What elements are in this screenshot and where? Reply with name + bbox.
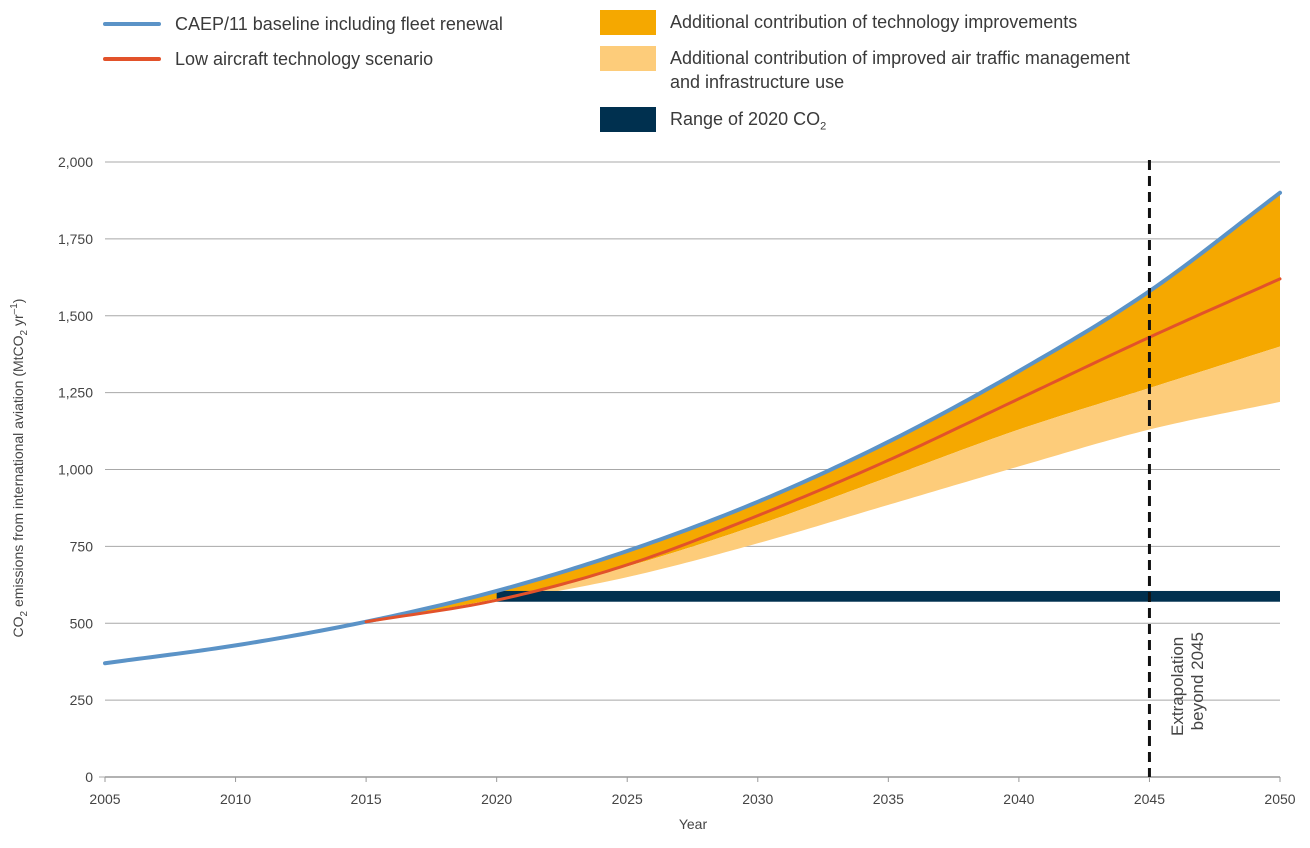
grid-lines: [99, 161, 1280, 778]
extrapolation-annotation: Extrapolation beyond 2045: [1168, 632, 1207, 736]
x-tick-label: 2050: [1264, 791, 1295, 807]
range-2020-bar: [496, 590, 1281, 602]
y-tick-label: 0: [85, 769, 93, 785]
legend-item-tech: Additional contribution of technology im…: [600, 10, 1077, 35]
line-baseline: [103, 190, 1282, 666]
y-tick-label: 2,000: [58, 154, 93, 170]
extrapolation-annotation-line1: Extrapolation: [1168, 637, 1187, 736]
legend-label-tech: Additional contribution of technology im…: [670, 12, 1078, 32]
legend-swatch-tech: [600, 10, 656, 35]
x-tick-labels: 2005 2010 2015 2020 2025 2030 2035 2040 2045 2050: [89, 777, 1296, 807]
legend-swatch-atm: [600, 46, 656, 71]
y-tick-labels: 0 250 500 750 1,000 1,250 1,500 1,750 2,000: [58, 154, 93, 785]
legend-item-baseline: CAEP/11 baseline including fleet renewal: [103, 12, 503, 36]
legend-label-low-tech: Low aircraft technology scenario: [175, 49, 434, 69]
legend-item-low-tech: Low aircraft technology scenario: [103, 47, 433, 71]
legend-label-atm-line2: and infrastructure use: [670, 72, 845, 92]
legend: CAEP/11 baseline including fleet renewal…: [0, 0, 1310, 140]
x-tick-label: 2015: [351, 791, 382, 807]
x-tick-label: 2005: [89, 791, 120, 807]
legend-label-range: Range of 2020 CO2: [670, 109, 827, 133]
extrapolation-annotation-line2: beyond 2045: [1188, 632, 1207, 730]
series-lines: [103, 190, 1282, 666]
x-tick-label: 2040: [1003, 791, 1034, 807]
legend-swatch-range: [600, 107, 656, 132]
legend-swatch-baseline: [103, 22, 161, 26]
y-tick-label: 1,500: [58, 308, 93, 324]
x-axis-title: Year: [679, 816, 708, 832]
area-bands: [366, 192, 1281, 622]
y-axis-title: CO2 emissions from international aviatio…: [9, 299, 30, 638]
legend-label-atm-line1: Additional contribution of improved air …: [670, 48, 1130, 68]
legend-label-atm: Additional contribution of improved air …: [670, 46, 1130, 94]
x-tick-label: 2025: [612, 791, 643, 807]
y-tick-label: 1,250: [58, 385, 93, 401]
x-tick-label: 2035: [873, 791, 904, 807]
y-tick-label: 500: [70, 615, 94, 631]
legend-item-range: Range of 2020 CO2: [600, 107, 826, 139]
line-low-tech: [364, 277, 1282, 624]
x-tick-label: 2045: [1134, 791, 1165, 807]
y-tick-label: 750: [70, 538, 94, 554]
x-tick-label: 2010: [220, 791, 251, 807]
legend-label-baseline: CAEP/11 baseline including fleet renewal: [175, 14, 503, 34]
y-tick-label: 1,000: [58, 462, 93, 478]
x-tick-label: 2030: [742, 791, 773, 807]
x-tick-label: 2020: [481, 791, 512, 807]
legend-item-atm: Additional contribution of improved air …: [600, 46, 1130, 94]
legend-swatch-low-tech: [103, 57, 161, 61]
y-tick-label: 1,750: [58, 231, 93, 247]
y-tick-label: 250: [70, 692, 94, 708]
